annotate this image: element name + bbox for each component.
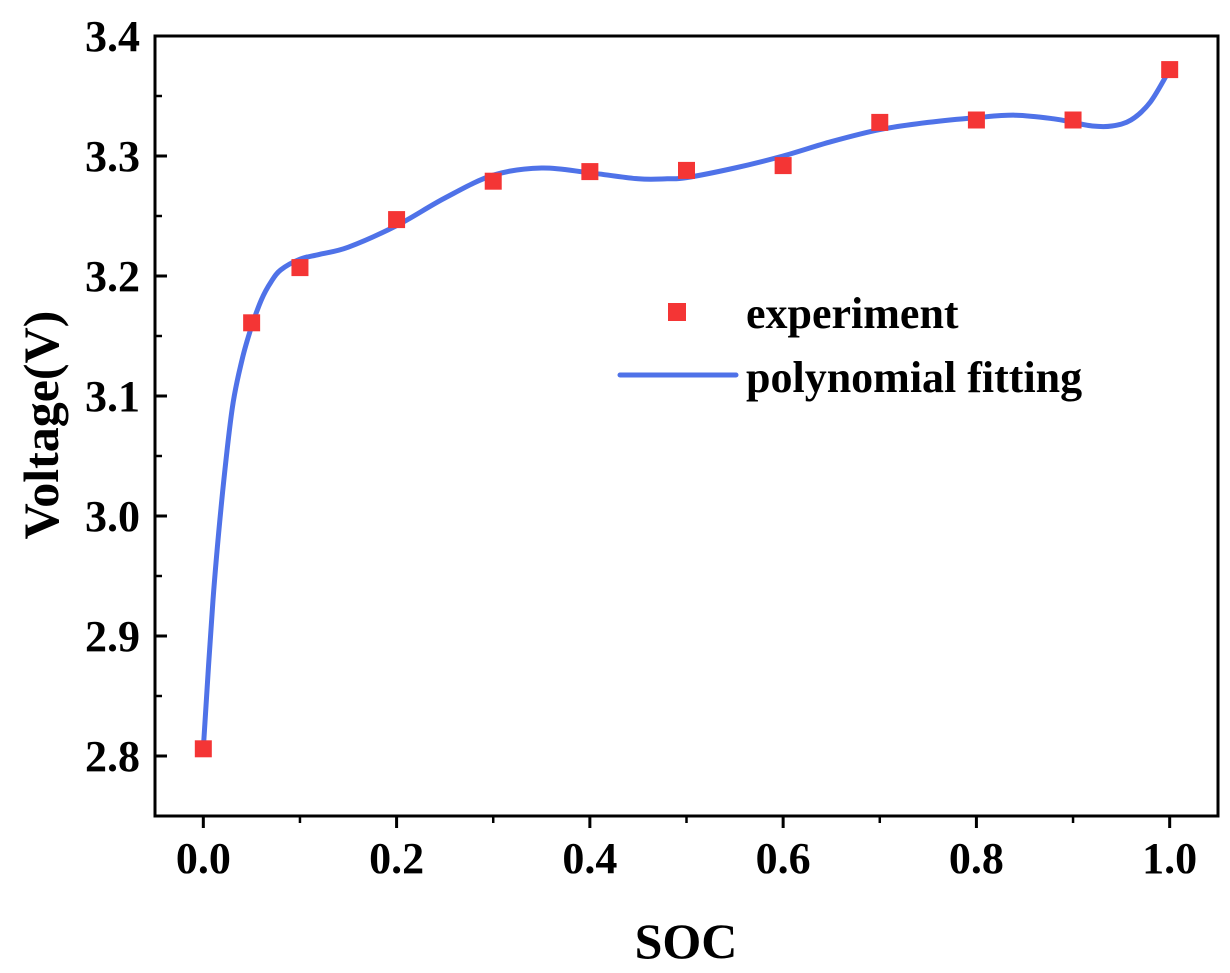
experiment-marker-layer <box>194 61 1179 758</box>
experiment-point <box>484 172 502 190</box>
x-tick-label: 0.2 <box>369 834 424 883</box>
y-tick-label: 3.2 <box>85 252 140 301</box>
experiment-point <box>243 314 261 332</box>
x-tick-label: 0.6 <box>756 834 811 883</box>
legend: experiment polynomial fitting <box>617 289 1082 402</box>
x-tick-label: 0.0 <box>176 834 231 883</box>
x-tick-label: 0.8 <box>949 834 1004 883</box>
legend-experiment-label: experiment <box>746 289 959 338</box>
plot-border <box>153 34 1220 818</box>
experiment-point <box>774 157 792 175</box>
legend-fit-label: polynomial fitting <box>746 353 1082 402</box>
y-axis-title: Voltage(V) <box>13 311 69 540</box>
y-tick-label: 3.4 <box>85 12 140 61</box>
y-axis-ticks: 2.8 2.9 3.0 3.1 3.2 3.3 3.4 <box>85 12 167 781</box>
experiment-point <box>291 259 309 277</box>
experiment-point <box>194 740 212 758</box>
experiment-point <box>388 211 406 229</box>
y-tick-label: 3.3 <box>85 132 140 181</box>
x-axis-title: SOC <box>635 913 738 969</box>
experiment-point <box>967 111 985 129</box>
x-tick-label: 0.4 <box>562 834 617 883</box>
y-tick-label: 2.8 <box>85 732 140 781</box>
y-tick-label: 3.1 <box>85 372 140 421</box>
experiment-point <box>871 113 889 131</box>
experiment-point <box>1161 61 1179 79</box>
experiment-point <box>581 163 599 181</box>
y-tick-label: 2.9 <box>85 612 140 661</box>
plot-frame <box>153 34 1220 818</box>
experiment-point <box>678 161 695 179</box>
y-tick-label: 3.0 <box>85 492 140 541</box>
x-axis-ticks: 0.0 0.2 0.4 0.6 0.8 1.0 <box>176 816 1197 883</box>
legend-experiment-marker <box>668 303 686 321</box>
x-tick-label: 1.0 <box>1142 834 1197 883</box>
experiment-point <box>1064 111 1082 129</box>
